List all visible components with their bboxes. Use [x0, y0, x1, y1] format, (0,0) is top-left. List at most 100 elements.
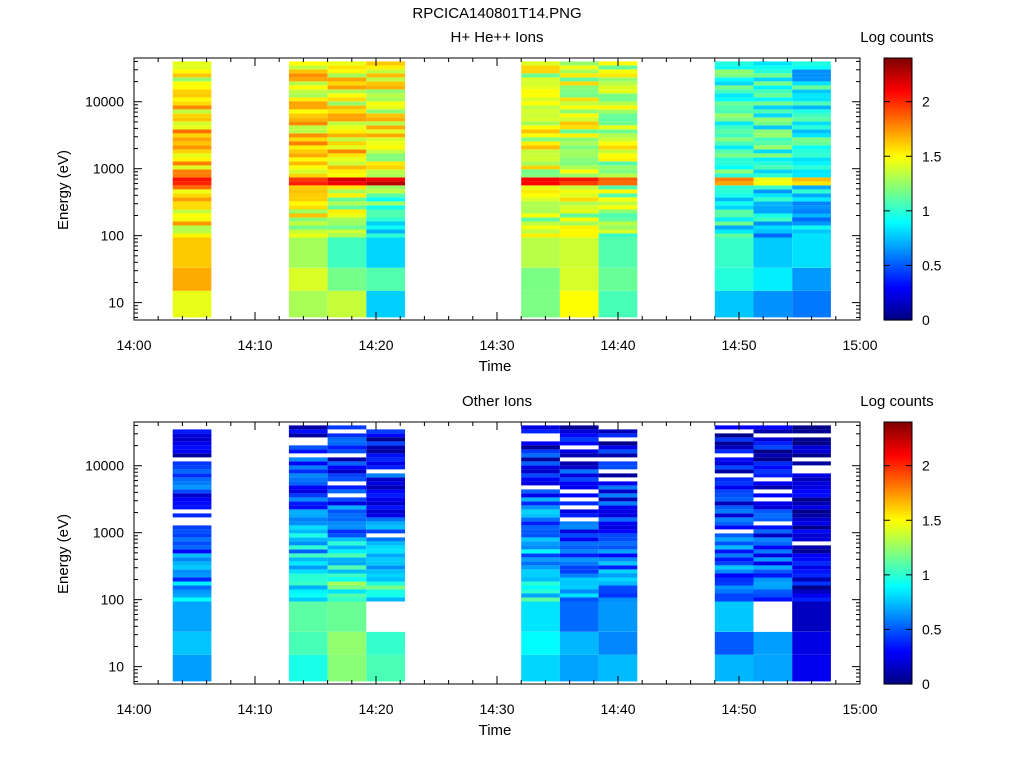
colorbar-swatch: [884, 90, 912, 94]
heatmap-cell: [559, 509, 599, 514]
colorbar-swatch: [884, 474, 912, 478]
colorbar-swatch: [884, 520, 912, 524]
heatmap-cell: [792, 233, 831, 238]
heatmap-cell: [366, 105, 405, 110]
heatmap-cell: [714, 137, 754, 142]
heatmap-cell: [714, 517, 754, 522]
heatmap-cell: [792, 65, 831, 70]
colorbar-tick-label: 1.5: [922, 512, 942, 528]
heatmap-cell: [521, 573, 560, 578]
heatmap-cell: [172, 197, 212, 202]
heatmap-cell: [366, 453, 405, 458]
heatmap-cell: [521, 290, 560, 318]
heatmap-cell: [792, 117, 831, 122]
heatmap-cell: [366, 585, 405, 590]
y-tick-label: 100: [101, 592, 125, 608]
heatmap-cell: [792, 185, 831, 190]
heatmap-cell: [714, 69, 754, 74]
heatmap-cell: [521, 631, 560, 655]
heatmap-cell: [366, 109, 405, 114]
heatmap-cell: [559, 493, 599, 498]
heatmap-cell: [327, 237, 367, 268]
colorbar-swatch: [884, 171, 912, 175]
colorbar-tick-label: 1.5: [922, 148, 942, 164]
colorbar-swatch: [884, 315, 912, 319]
colorbar-swatch: [884, 437, 912, 441]
heatmap-cell: [288, 537, 328, 542]
heatmap-cell: [327, 109, 367, 114]
heatmap-cell: [792, 153, 831, 158]
heatmap-cell: [753, 541, 793, 546]
heatmap-cell: [792, 85, 831, 90]
heatmap-cell: [366, 97, 405, 102]
heatmap-cell: [714, 169, 754, 174]
colorbar-swatch: [884, 522, 912, 526]
heatmap-cell: [172, 601, 212, 632]
heatmap-cell: [366, 441, 405, 446]
heatmap-cell: [714, 81, 754, 86]
heatmap-cell: [559, 113, 599, 118]
colorbar-swatch: [884, 539, 912, 543]
heatmap-cell: [559, 477, 599, 482]
colorbar-swatch: [884, 568, 912, 572]
heatmap-cell: [714, 117, 754, 122]
colorbar-swatch: [884, 625, 912, 628]
heatmap-cell: [521, 229, 560, 234]
heatmap-cell: [521, 529, 560, 534]
heatmap-cell: [288, 125, 328, 130]
heatmap-cell: [714, 477, 754, 482]
heatmap-cell: [714, 461, 754, 466]
heatmap-cell: [521, 133, 560, 138]
colorbar-swatch: [884, 269, 912, 273]
heatmap-cell: [753, 85, 793, 90]
heatmap-cell: [327, 521, 367, 526]
colorbar-swatch: [884, 241, 912, 245]
heatmap-cell: [172, 237, 212, 268]
heatmap-cell: [521, 577, 560, 582]
heatmap-cell: [792, 193, 831, 198]
colorbar-swatch: [884, 609, 912, 613]
heatmap-cell: [521, 221, 560, 226]
colorbar-swatch: [884, 84, 912, 87]
heatmap-cell: [792, 485, 831, 490]
heatmap-cell: [792, 61, 831, 66]
colorbar-swatch: [884, 452, 912, 456]
colorbar-swatch: [884, 95, 912, 98]
colorbar-swatch: [884, 234, 912, 238]
colorbar-swatch: [884, 657, 912, 661]
heatmap-cell: [753, 229, 793, 234]
heatmap-cell: [521, 81, 560, 86]
heatmap-cell: [288, 205, 328, 210]
heatmap-cell: [559, 461, 599, 466]
colorbar-swatch: [884, 432, 912, 436]
y-tick-label: 10: [108, 295, 124, 311]
heatmap-cell: [327, 441, 367, 446]
heatmap-cell: [598, 65, 638, 70]
heatmap-cell: [792, 513, 831, 518]
heatmap-cell: [172, 569, 212, 574]
heatmap-cell: [327, 77, 367, 82]
colorbar-swatch: [884, 640, 912, 644]
colorbar-swatch: [884, 677, 912, 681]
heatmap-cell: [598, 121, 638, 126]
heatmap-cell: [714, 225, 754, 230]
colorbar-swatch: [884, 197, 912, 201]
colorbar-swatch: [884, 579, 912, 582]
colorbar-swatch: [884, 282, 912, 286]
colorbar-swatch: [884, 531, 912, 534]
colorbar-swatch: [884, 583, 912, 587]
heatmap-cell: [714, 93, 754, 98]
y-axis-label: Energy (eV): [55, 150, 72, 230]
heatmap-cell: [366, 445, 405, 450]
heatmap-cell: [366, 541, 405, 546]
colorbar-swatch: [884, 73, 912, 77]
colorbar-swatch: [884, 175, 912, 179]
heatmap-cell: [366, 205, 405, 210]
heatmap-cell: [598, 441, 638, 446]
colorbar-swatch: [884, 524, 912, 528]
heatmap-cell: [288, 165, 328, 170]
heatmap-cell: [366, 581, 405, 586]
heatmap-cell: [172, 121, 212, 126]
heatmap-cell: [172, 589, 212, 594]
y-tick-label: 100: [101, 228, 125, 244]
